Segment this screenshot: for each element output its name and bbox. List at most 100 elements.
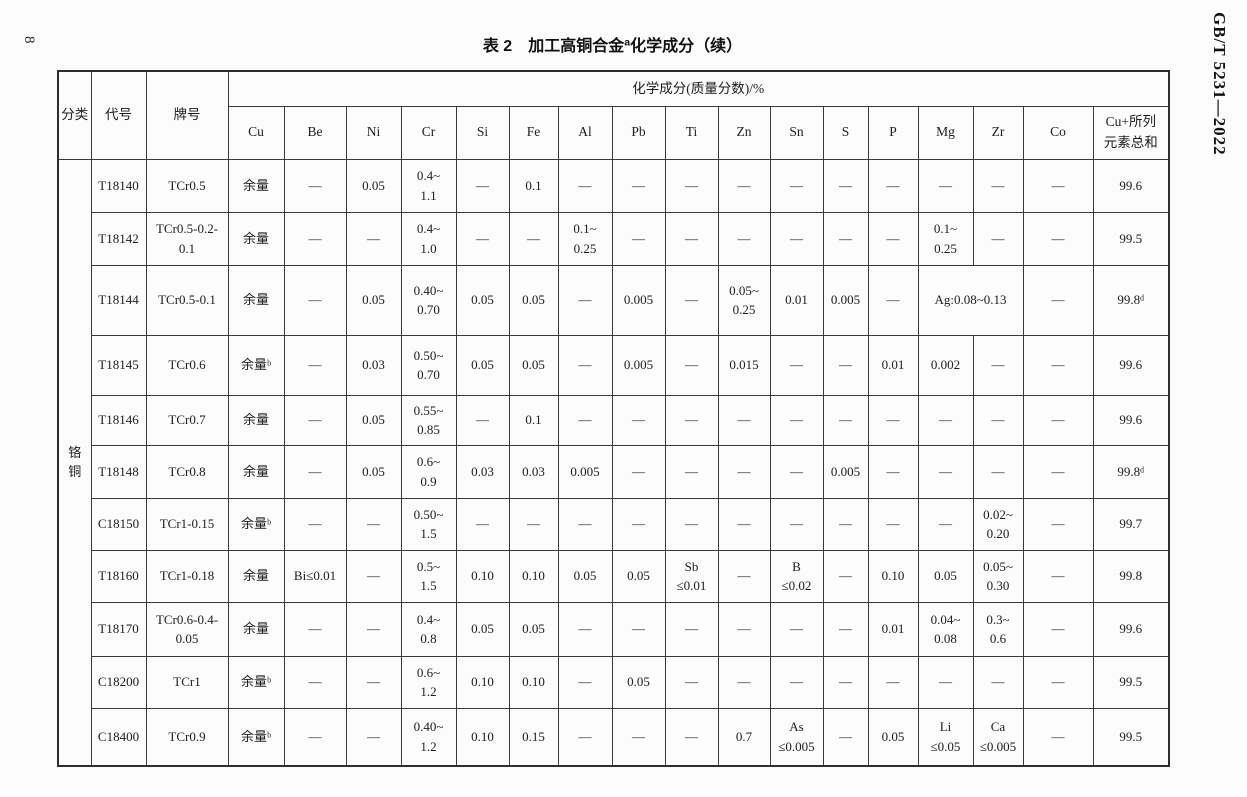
table-row: T18142 TCr0.5-0.2- 0.1 余量 — —0.4~ 1.0— —0.1~ … <box>58 211 1170 266</box>
cell-value: 0.1 <box>508 158 559 213</box>
cell-value: — <box>345 601 402 657</box>
cell-designation: TCr0.5-0.1 <box>145 264 229 336</box>
cell-value: — <box>822 707 869 767</box>
cell-value: — <box>283 497 347 551</box>
cell-value: 0.01 <box>867 334 919 396</box>
cell-value: 0.55~ 0.85 <box>400 394 457 446</box>
header-element: Mg <box>917 105 974 160</box>
cell-value: 0.05 <box>867 707 919 767</box>
cell-value: 0.02~ 0.20 <box>972 497 1024 551</box>
cell-value: 99.8ᵈ <box>1092 264 1170 336</box>
cell-value: — <box>717 601 771 657</box>
cell-value: — <box>822 394 869 446</box>
cell-value: 99.8 <box>1092 549 1170 603</box>
table-row: T18146 TCr0.7 余量 —0.05 0.55~ 0.85—0.1— — — — — — —… <box>58 394 1170 446</box>
cell-value: 0.05 <box>611 655 666 709</box>
cell-value: — <box>1022 707 1094 767</box>
cell-value: 0.7 <box>717 707 771 767</box>
cell-value: — <box>717 211 771 266</box>
cell-value: — <box>557 497 613 551</box>
header-element: Cu <box>227 105 285 160</box>
cell-value: — <box>769 497 824 551</box>
cell-value: — <box>769 601 824 657</box>
table-row: T18160 TCr1-0.18 余量 Bi≤0.01—0.5~ 1.5 0.10 0.1… <box>58 549 1170 603</box>
cell-value: — <box>283 444 347 499</box>
cell-code: T18148 <box>90 444 147 499</box>
cell-value: 0.05 <box>508 264 559 336</box>
cell-value: — <box>917 497 974 551</box>
cell-value: — <box>345 655 402 709</box>
cell-value: — <box>664 158 719 213</box>
cell-value: 99.5 <box>1092 707 1170 767</box>
cell-value: — <box>664 655 719 709</box>
cell-value: — <box>1022 158 1094 213</box>
cell-value: 余量 <box>227 394 285 446</box>
cell-value: 余量 <box>227 601 285 657</box>
cell-value: — <box>867 264 919 336</box>
cell-value: 0.005 <box>822 264 869 336</box>
cell-value: — <box>557 655 613 709</box>
cell-value: — <box>611 601 666 657</box>
cell-value: 0.10 <box>508 655 559 709</box>
cell-value: 0.10 <box>867 549 919 603</box>
cell-code: C18150 <box>90 497 147 551</box>
cell-designation: TCr1-0.15 <box>145 497 229 551</box>
cell-value: — <box>822 601 869 657</box>
cell-value: — <box>769 655 824 709</box>
cell-value: 0.40~ 1.2 <box>400 707 457 767</box>
cell-designation: TCr1 <box>145 655 229 709</box>
cell-value: — <box>664 334 719 396</box>
cell-value: — <box>1022 444 1094 499</box>
cell-value: 0.6~ 0.9 <box>400 444 457 499</box>
cell-value: 0.005 <box>822 444 869 499</box>
cell-value: 99.5 <box>1092 211 1170 266</box>
cell-value: — <box>557 158 613 213</box>
cell-value: — <box>769 334 824 396</box>
cell-value: — <box>345 497 402 551</box>
cell-value: — <box>345 707 402 767</box>
cell-value: 0.4~ 1.0 <box>400 211 457 266</box>
cell-value: 0.03 <box>508 444 559 499</box>
table-row: 铬 铜 T18140 TCr0.5 余量 —0.05 0.4~ 1.1—0.1— — — — — —… <box>57 158 1170 767</box>
header-category: 分类 <box>57 70 92 160</box>
header-element: Cu+所列 元素总和 <box>1092 105 1170 160</box>
cell-code: T18170 <box>90 601 147 657</box>
header-element: Fe <box>508 105 559 160</box>
cell-value: — <box>283 264 347 336</box>
cell-code: T18145 <box>90 334 147 396</box>
cell-value: — <box>664 707 719 767</box>
header-element: P <box>867 105 919 160</box>
cell-value: — <box>1022 264 1094 336</box>
cell-value: 余量ᵇ <box>227 334 285 396</box>
header-element: S <box>822 105 869 160</box>
cell-value: 0.10 <box>455 707 510 767</box>
cell-value: — <box>769 158 824 213</box>
table-row: T18170 TCr0.6-0.4- 0.05 余量 — —0.4~ 0.8 0.05 0.… <box>58 601 1170 657</box>
cell-value: — <box>867 211 919 266</box>
cell-value: Bi≤0.01 <box>283 549 347 603</box>
cell-value: — <box>557 601 613 657</box>
cell-value: 0.03 <box>455 444 510 499</box>
cell-value: — <box>664 264 719 336</box>
header-code: 代号 <box>90 70 147 160</box>
cell-code: T18142 <box>90 211 147 266</box>
cell-designation: TCr0.6-0.4- 0.05 <box>145 601 229 657</box>
cell-value: 0.005 <box>611 264 666 336</box>
table-row: T18144 TCr0.5-0.1 余量 —0.05 0.40~ 0.70 0.05 0.0… <box>58 264 1170 336</box>
header-element: Co <box>1022 105 1094 160</box>
cell-value: 0.01 <box>769 264 824 336</box>
cell-value: — <box>611 497 666 551</box>
cell-value: — <box>717 497 771 551</box>
cell-value: 0.10 <box>455 549 510 603</box>
cell-value: — <box>867 497 919 551</box>
cell-value: — <box>717 394 771 446</box>
cell-value: — <box>972 394 1024 446</box>
cell-value: — <box>611 394 666 446</box>
cell-value: — <box>611 158 666 213</box>
table-row: C18200 TCr1 余量ᵇ — —0.6~ 1.2 0.10 0.10—0.05— — — —… <box>58 655 1170 709</box>
cell-value: Li ≤0.05 <box>917 707 974 767</box>
cell-value: — <box>664 497 719 551</box>
cell-value: — <box>557 707 613 767</box>
cell-value: 0.4~ 0.8 <box>400 601 457 657</box>
